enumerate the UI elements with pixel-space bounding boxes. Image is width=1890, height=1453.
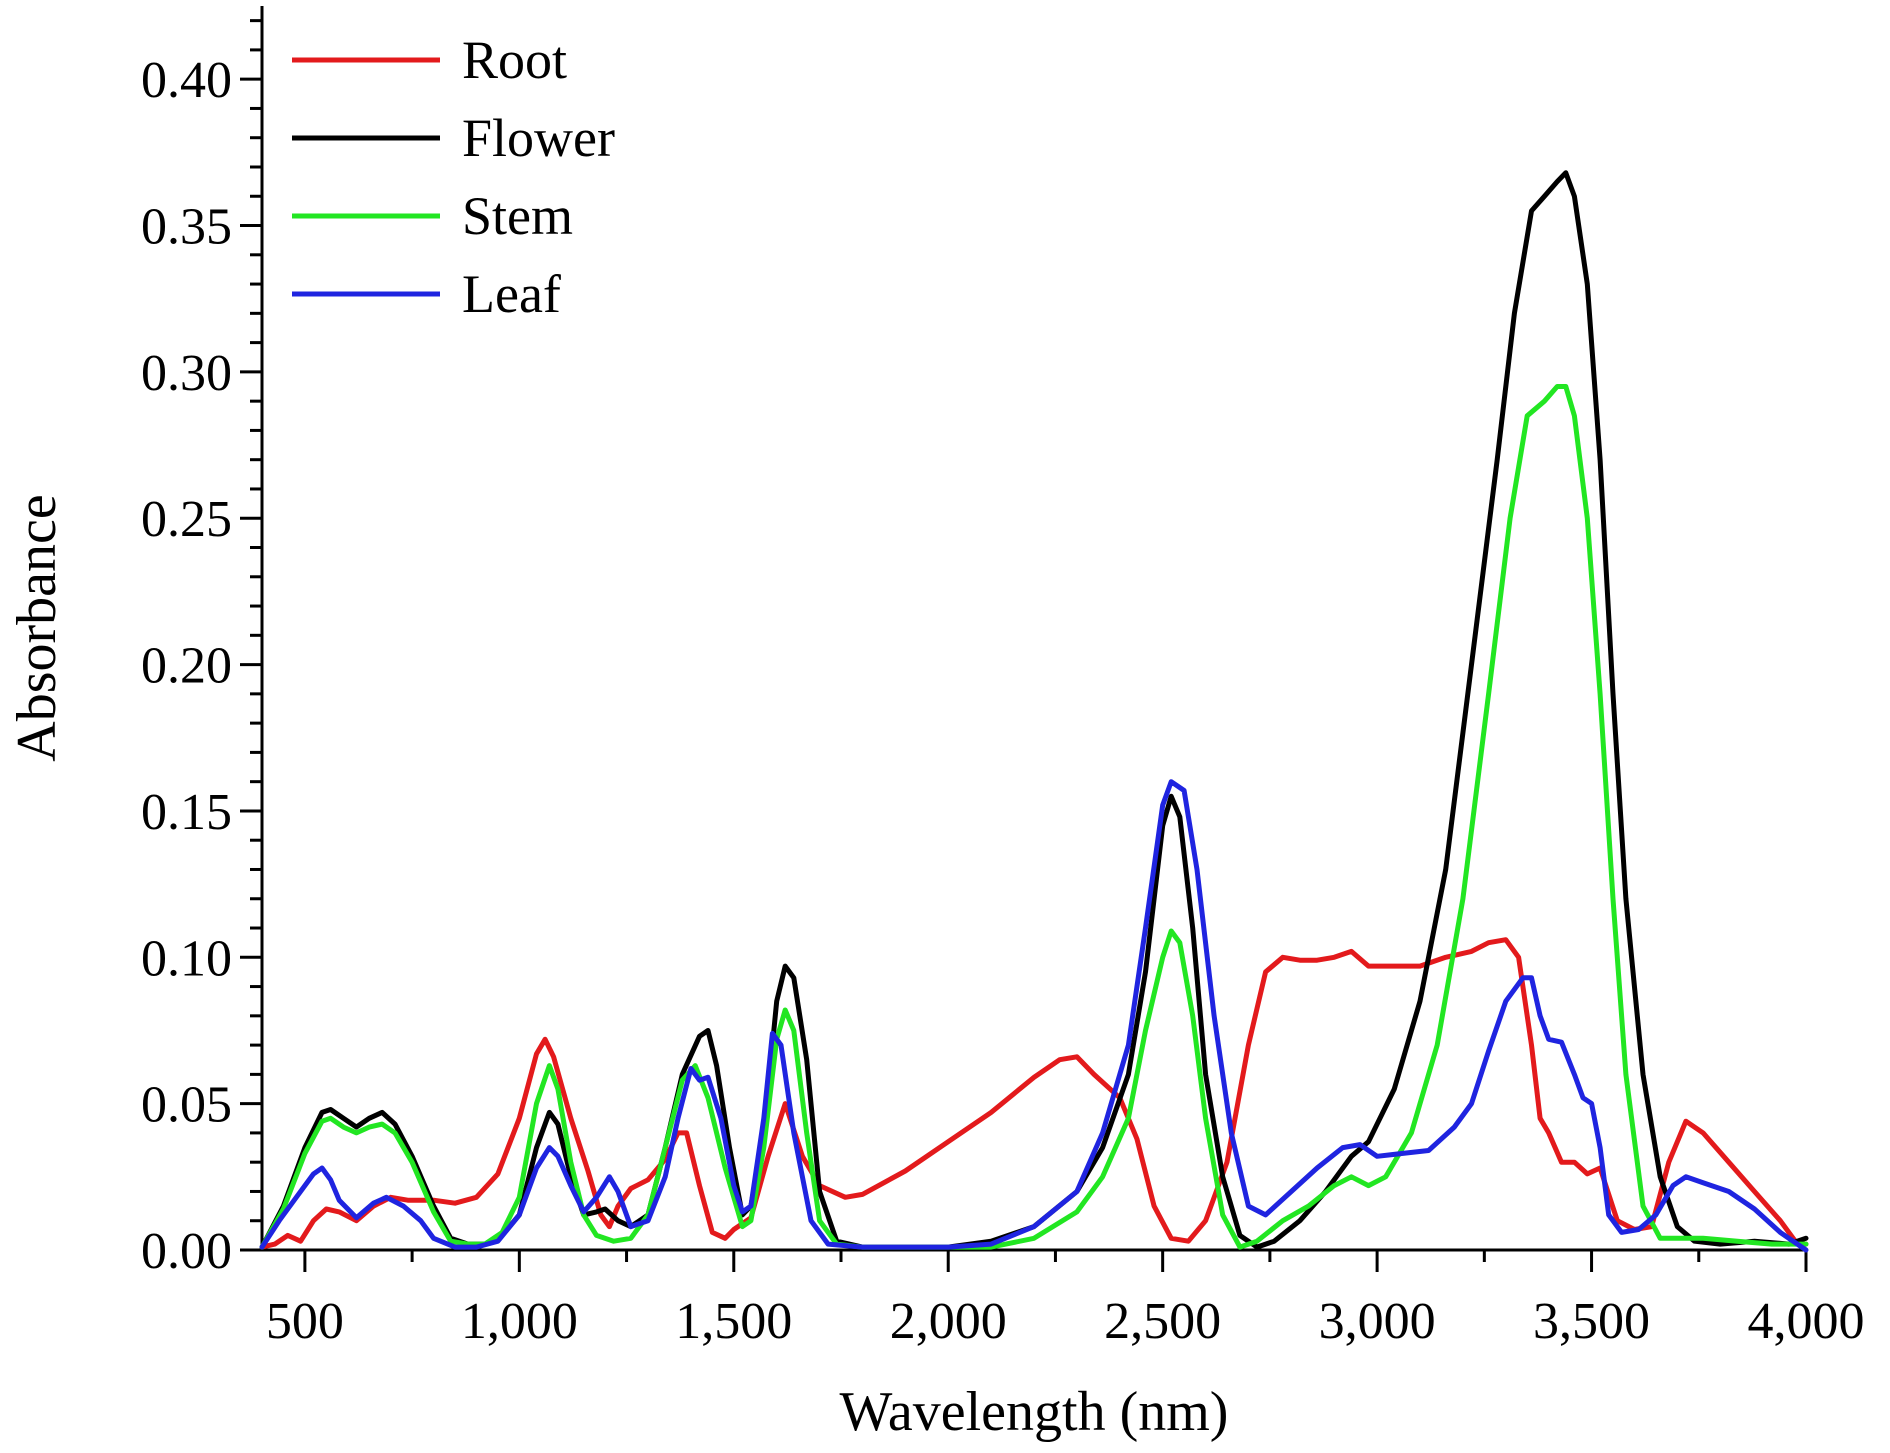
y-tick-label: 0.00 (141, 1223, 232, 1280)
x-tick-label: 500 (266, 1293, 344, 1350)
x-tick-label: 1,000 (461, 1293, 578, 1350)
series-line-flower (259, 170, 1809, 1250)
x-tick-label: 4,000 (1748, 1293, 1865, 1350)
x-tick-label: 1,500 (675, 1293, 792, 1350)
legend-label-leaf: Leaf (462, 264, 561, 324)
x-tick-label: 3,500 (1533, 1293, 1650, 1350)
series-line-root (259, 937, 1809, 1250)
y-tick-label: 0.25 (141, 491, 232, 548)
legend: Root Flower Stem Leaf (292, 30, 615, 324)
y-tick-label: 0.20 (141, 638, 232, 695)
x-tick-label: 2,000 (890, 1293, 1007, 1350)
y-axis-title: Absorbance (6, 494, 68, 761)
legend-label-root: Root (462, 30, 567, 90)
series-lines (259, 170, 1809, 1253)
y-tick-label: 0.40 (141, 52, 232, 109)
series-line-stem (259, 384, 1809, 1250)
y-tick-label: 0.35 (141, 199, 232, 256)
x-tick-label: 3,000 (1319, 1293, 1436, 1350)
x-axis-title: Wavelength (nm) (840, 1381, 1229, 1443)
y-tick-label: 0.30 (141, 345, 232, 402)
y-ticks: 0.00 0.05 0.10 0.15 0.20 0.25 0.30 0.35 0.40 (141, 19, 262, 1280)
x-tick-label: 2,500 (1104, 1293, 1221, 1350)
series-line-leaf (259, 779, 1809, 1253)
y-tick-label: 0.10 (141, 930, 232, 987)
legend-label-stem: Stem (462, 186, 573, 246)
legend-label-flower: Flower (462, 108, 615, 168)
y-tick-label: 0.05 (141, 1077, 232, 1134)
x-ticks: 500 1,000 1,500 2,000 2,500 3,000 3,500 4,000 (266, 1250, 1865, 1350)
y-tick-label: 0.15 (141, 784, 232, 841)
